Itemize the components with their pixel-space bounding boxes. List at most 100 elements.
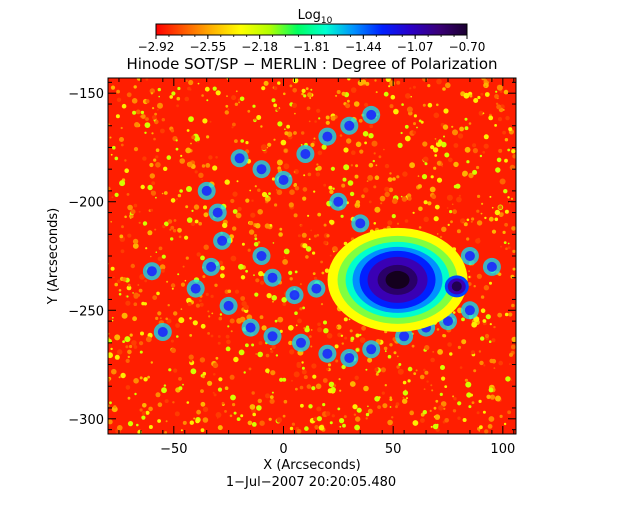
- y-axis-label: Y (Arcseconds): [46, 208, 61, 305]
- map-features: [142, 105, 501, 367]
- noise-speck: [268, 192, 271, 196]
- noise-speck: [267, 371, 270, 374]
- noise-speck: [337, 332, 342, 338]
- noise-speck: [153, 158, 157, 162]
- plage-patch: [234, 153, 245, 164]
- noise-speck: [472, 143, 477, 148]
- noise-speck: [197, 82, 200, 85]
- noise-speck: [447, 342, 452, 347]
- noise-speck: [120, 143, 124, 147]
- noise-speck: [227, 325, 230, 328]
- noise-speck: [462, 418, 467, 422]
- noise-speck: [288, 270, 293, 275]
- colorbar-label: Log10: [298, 8, 333, 26]
- noise-speck: [150, 361, 153, 364]
- noise-speck: [424, 162, 428, 166]
- noise-speck: [260, 144, 267, 151]
- noise-speck: [279, 227, 283, 231]
- noise-speck: [256, 405, 262, 411]
- noise-speck: [483, 82, 489, 89]
- noise-speck: [129, 333, 133, 337]
- noise-speck: [297, 318, 302, 324]
- noise-speck: [208, 315, 211, 318]
- noise-speck: [301, 232, 307, 238]
- noise-speck: [402, 380, 407, 385]
- noise-speck: [245, 198, 250, 203]
- noise-speck: [139, 350, 143, 354]
- noise-speck: [430, 175, 434, 179]
- noise-speck: [283, 92, 286, 96]
- noise-speck: [496, 84, 503, 91]
- noise-speck: [355, 333, 360, 338]
- noise-speck: [218, 377, 223, 382]
- noise-speck: [491, 206, 494, 209]
- noise-speck: [279, 377, 284, 382]
- noise-speck: [139, 341, 144, 346]
- noise-speck: [443, 135, 445, 138]
- noise-speck: [466, 160, 470, 164]
- noise-speck: [274, 319, 278, 323]
- noise-speck: [145, 117, 149, 121]
- noise-speck: [276, 417, 283, 423]
- noise-speck: [125, 385, 131, 390]
- noise-speck: [236, 180, 239, 183]
- noise-speck: [205, 163, 211, 168]
- noise-speck: [130, 209, 136, 215]
- noise-speck: [296, 361, 301, 367]
- noise-speck: [296, 428, 302, 434]
- noise-speck: [127, 283, 131, 287]
- noise-speck: [255, 353, 258, 355]
- noise-speck: [363, 187, 369, 193]
- x-tick-label: −50: [160, 442, 187, 457]
- noise-speck: [497, 312, 503, 318]
- noise-speck: [200, 401, 206, 407]
- noise-speck: [118, 289, 122, 292]
- noise-speck: [471, 401, 475, 404]
- noise-speck: [504, 222, 508, 227]
- noise-speck: [291, 102, 297, 108]
- noise-speck: [122, 340, 125, 343]
- noise-speck: [276, 159, 283, 166]
- noise-speck: [168, 368, 172, 372]
- noise-speck: [267, 142, 272, 147]
- noise-speck: [248, 367, 252, 371]
- noise-speck: [108, 338, 112, 344]
- noise-speck: [367, 357, 373, 363]
- noise-speck: [313, 190, 316, 193]
- noise-speck: [161, 192, 164, 195]
- noise-speck: [383, 346, 388, 351]
- noise-speck: [144, 279, 148, 283]
- noise-speck: [347, 180, 354, 186]
- noise-speck: [155, 196, 157, 199]
- noise-speck: [409, 162, 415, 169]
- noise-speck: [166, 318, 172, 324]
- noise-speck: [114, 282, 118, 287]
- noise-speck: [341, 91, 346, 96]
- noise-speck: [452, 209, 457, 215]
- noise-speck: [392, 177, 396, 181]
- noise-speck: [440, 365, 445, 370]
- noise-speck: [203, 205, 207, 210]
- noise-speck: [365, 81, 370, 86]
- noise-speck: [313, 276, 318, 280]
- noise-speck: [297, 234, 301, 238]
- noise-speck: [340, 214, 344, 218]
- noise-speck: [400, 195, 403, 198]
- noise-speck: [194, 219, 199, 224]
- noise-speck: [234, 139, 238, 144]
- x-axis-label: X (Arcseconds): [263, 458, 360, 473]
- noise-speck: [202, 275, 206, 279]
- noise-speck: [261, 325, 267, 331]
- noise-speck: [184, 96, 190, 102]
- noise-speck: [422, 410, 427, 415]
- noise-speck: [284, 128, 286, 130]
- noise-speck: [186, 186, 192, 192]
- plage-patch: [278, 175, 289, 185]
- noise-speck: [275, 354, 279, 357]
- noise-speck: [260, 280, 265, 285]
- noise-speck: [477, 95, 481, 100]
- noise-speck: [405, 93, 411, 99]
- noise-speck: [235, 90, 238, 93]
- noise-speck: [321, 271, 325, 275]
- noise-speck: [251, 343, 255, 347]
